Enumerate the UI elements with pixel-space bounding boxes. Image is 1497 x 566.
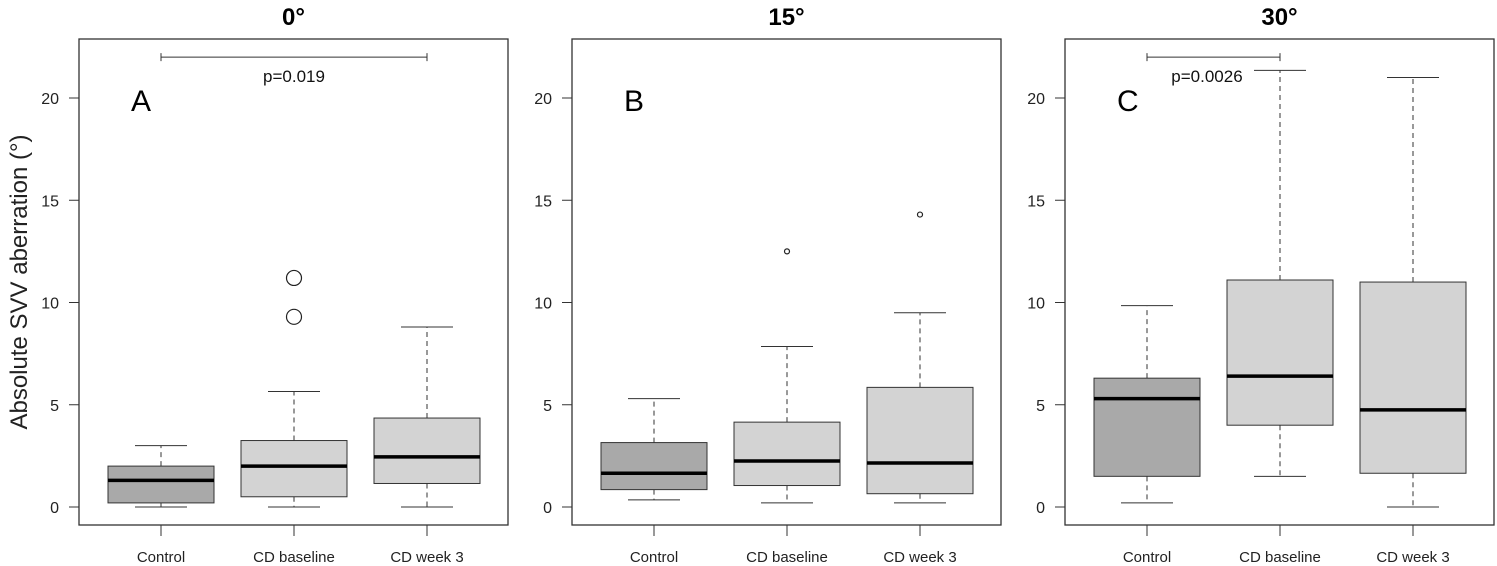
p-value-label: p=0.0026 — [1171, 67, 1242, 86]
outlier-point — [285, 308, 303, 325]
y-tick-label: 5 — [543, 398, 552, 415]
outlier-point — [285, 269, 303, 287]
x-tick-label: CD week 3 — [1376, 549, 1449, 566]
panel-label: A — [131, 85, 151, 118]
iqr-box — [1226, 279, 1334, 426]
box-cd-baseline — [733, 248, 841, 504]
y-tick-label: 0 — [50, 500, 59, 517]
p-value-label: p=0.019 — [263, 67, 325, 86]
box-cd-week-3 — [1359, 77, 1467, 508]
y-tick-label: 20 — [1027, 91, 1045, 108]
x-tick-label: CD baseline — [253, 549, 335, 566]
x-tick-label: Control — [630, 549, 678, 566]
y-tick-label: 20 — [41, 91, 59, 108]
panel-title: 30° — [1261, 4, 1297, 31]
iqr-box — [240, 440, 348, 498]
y-tick-label: 15 — [534, 193, 552, 210]
panel-title: 0° — [282, 4, 305, 31]
iqr-box — [1359, 281, 1467, 474]
box-control — [600, 398, 708, 501]
panel-label: C — [1117, 85, 1139, 118]
y-tick-label: 10 — [1027, 296, 1045, 313]
iqr-box — [733, 421, 841, 487]
box-cd-week-3 — [373, 326, 481, 508]
panel-title: 15° — [768, 4, 804, 31]
box-control — [1093, 305, 1201, 504]
iqr-box — [1093, 377, 1201, 477]
y-tick-label: 0 — [1036, 500, 1045, 517]
y-tick-label: 10 — [41, 296, 59, 313]
x-tick-label: Control — [1123, 549, 1171, 566]
y-tick-label: 5 — [1036, 398, 1045, 415]
x-tick-label: CD baseline — [746, 549, 828, 566]
iqr-box — [866, 386, 974, 495]
x-tick-label: Control — [137, 549, 185, 566]
iqr-box — [373, 417, 481, 484]
panel-a: 0° A 0 5 10 15 20 Absolute SVV aberration (°) Co… — [6, 4, 509, 566]
x-tick-label: CD week 3 — [390, 549, 463, 566]
box-cd-week-3 — [866, 211, 974, 504]
box-control — [107, 445, 215, 508]
x-tick-label: CD week 3 — [883, 549, 956, 566]
y-tick-label: 15 — [1027, 193, 1045, 210]
y-axis-label: Absolute SVV aberration (°) — [6, 134, 33, 429]
box-cd-baseline — [240, 269, 348, 508]
iqr-box — [600, 442, 708, 491]
y-tick-label: 10 — [534, 296, 552, 313]
panel-label: B — [624, 85, 644, 118]
panel-b: 15° B 0 5 10 15 20 Control CD baseline CD week 3 — [534, 4, 1002, 566]
x-tick-label: CD baseline — [1239, 549, 1321, 566]
outlier-point — [783, 248, 791, 255]
y-tick-label: 15 — [41, 193, 59, 210]
y-tick-label: 5 — [50, 398, 59, 415]
iqr-box — [107, 465, 215, 504]
y-tick-label: 20 — [534, 91, 552, 108]
outlier-point — [916, 211, 924, 218]
panel-c: 30° C 0 5 10 15 20 Control CD baseline CD week 3 p… — [1027, 4, 1495, 566]
box-cd-baseline — [1226, 69, 1334, 477]
y-tick-label: 0 — [543, 500, 552, 517]
